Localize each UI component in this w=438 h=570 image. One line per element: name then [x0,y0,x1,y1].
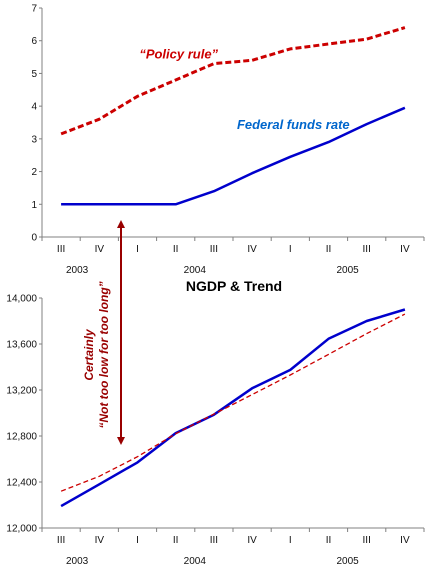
x-tick-label: III [363,244,371,255]
x-tick-label: IV [247,535,257,546]
x-tick-label: III [57,244,65,255]
y-tick-label: 6 [31,36,37,47]
series-line-0 [60,308,406,508]
series-line-1 [61,106,406,206]
x-group-label: 2005 [336,265,359,276]
y-tick-label: 1 [31,200,37,211]
y-tick-label: 14,000 [6,294,37,305]
x-tick-label: III [210,244,218,255]
x-tick-label: II [326,244,332,255]
y-tick-label: 5 [31,69,37,80]
y-tick-label: 7 [31,4,37,15]
x-group-label: 2004 [184,265,207,276]
x-group-label: 2003 [66,265,89,276]
y-tick-label: 12,000 [6,524,37,535]
x-tick-label: II [326,535,332,546]
y-tick-label: 3 [31,134,37,145]
x-tick-label: I [289,244,292,255]
series-label-fed-funds: Federal funds rate [237,117,350,132]
x-tick-label: II [173,535,179,546]
x-tick-label: III [363,535,371,546]
y-tick-label: 13,600 [6,340,37,351]
y-tick-label: 13,200 [6,386,37,397]
x-group-label: 2004 [184,556,207,567]
x-group-label: 2003 [66,556,89,567]
y-tick-label: 12,800 [6,432,37,443]
x-tick-label: III [210,535,218,546]
annotation-line-2: “Not too low for too long” [97,281,111,428]
annotation: Certainly “Not too low for too long” [82,220,125,445]
series-line-1 [60,313,406,492]
chart-title: NGDP & Trend [186,278,282,294]
x-tick-label: I [136,244,139,255]
x-tick-label: III [57,535,65,546]
x-group-label: 2005 [336,556,359,567]
series-label-policy-rule: “Policy rule” [139,47,218,62]
x-tick-label: IV [247,244,257,255]
series-line-0 [60,26,406,136]
y-tick-label: 2 [31,167,37,178]
x-tick-label: IV [400,535,410,546]
x-tick-label: I [289,535,292,546]
y-tick-label: 0 [31,233,37,244]
x-tick-label: IV [95,535,105,546]
x-tick-label: IV [400,244,410,255]
annotation-line-1: Certainly [82,328,96,381]
x-tick-label: II [173,244,179,255]
x-tick-label: IV [95,244,105,255]
x-tick-label: I [136,535,139,546]
y-tick-label: 12,400 [6,478,37,489]
y-tick-label: 4 [31,102,37,113]
